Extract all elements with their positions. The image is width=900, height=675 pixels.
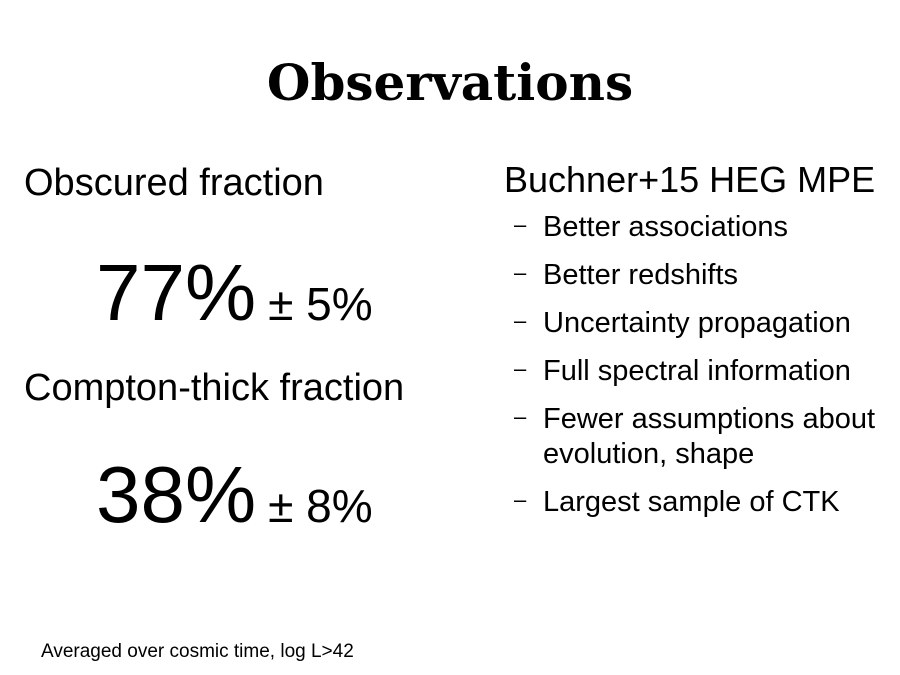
dash-bullet-icon: – — [514, 308, 527, 333]
bullet-text: Better associations — [543, 211, 789, 243]
obscured-fraction-error: ± 5% — [268, 278, 373, 330]
list-item: – Better associations — [504, 210, 894, 245]
list-item: – Fewer assumptions about evolution, shap… — [504, 402, 894, 472]
list-item: – Uncertainty propagation — [504, 306, 894, 341]
obscured-fraction-label: Obscured fraction — [24, 162, 324, 204]
footnote: Averaged over cosmic time, log L>42 — [41, 641, 354, 662]
dash-bullet-icon: – — [514, 404, 527, 429]
bullet-text: Largest sample of CTK — [543, 486, 840, 518]
dash-bullet-icon: – — [514, 260, 527, 285]
compton-thick-fraction-percent: 38% — [96, 450, 257, 539]
list-item: – Largest sample of CTK — [504, 485, 894, 520]
bullet-text: Uncertainty propagation — [543, 307, 851, 339]
method-column: Buchner+15 HEG MPE – Better associations … — [504, 158, 894, 533]
bullet-text: Better redshifts — [543, 259, 739, 291]
compton-thick-fraction-value: 38% ± 8% — [96, 450, 373, 551]
method-heading: Buchner+15 HEG MPE — [504, 159, 876, 200]
obscured-fraction-percent: 77% — [96, 248, 257, 337]
dash-bullet-icon: – — [514, 356, 527, 381]
list-item: – Better redshifts — [504, 258, 894, 293]
dash-bullet-icon: – — [514, 212, 527, 237]
slide-title: Observations — [266, 53, 634, 112]
list-item: – Full spectral information — [504, 354, 894, 389]
method-bullet-list: – Better associations – Better redshifts –… — [504, 210, 894, 520]
compton-thick-fraction-label: Compton-thick fraction — [24, 367, 405, 409]
bullet-text: Fewer assumptions about evolution, shape — [543, 403, 876, 470]
compton-thick-fraction-error: ± 8% — [268, 480, 373, 532]
obscured-fraction-value: 77% ± 5% — [96, 248, 373, 349]
dash-bullet-icon: – — [514, 487, 527, 512]
bullet-text: Full spectral information — [543, 355, 851, 387]
